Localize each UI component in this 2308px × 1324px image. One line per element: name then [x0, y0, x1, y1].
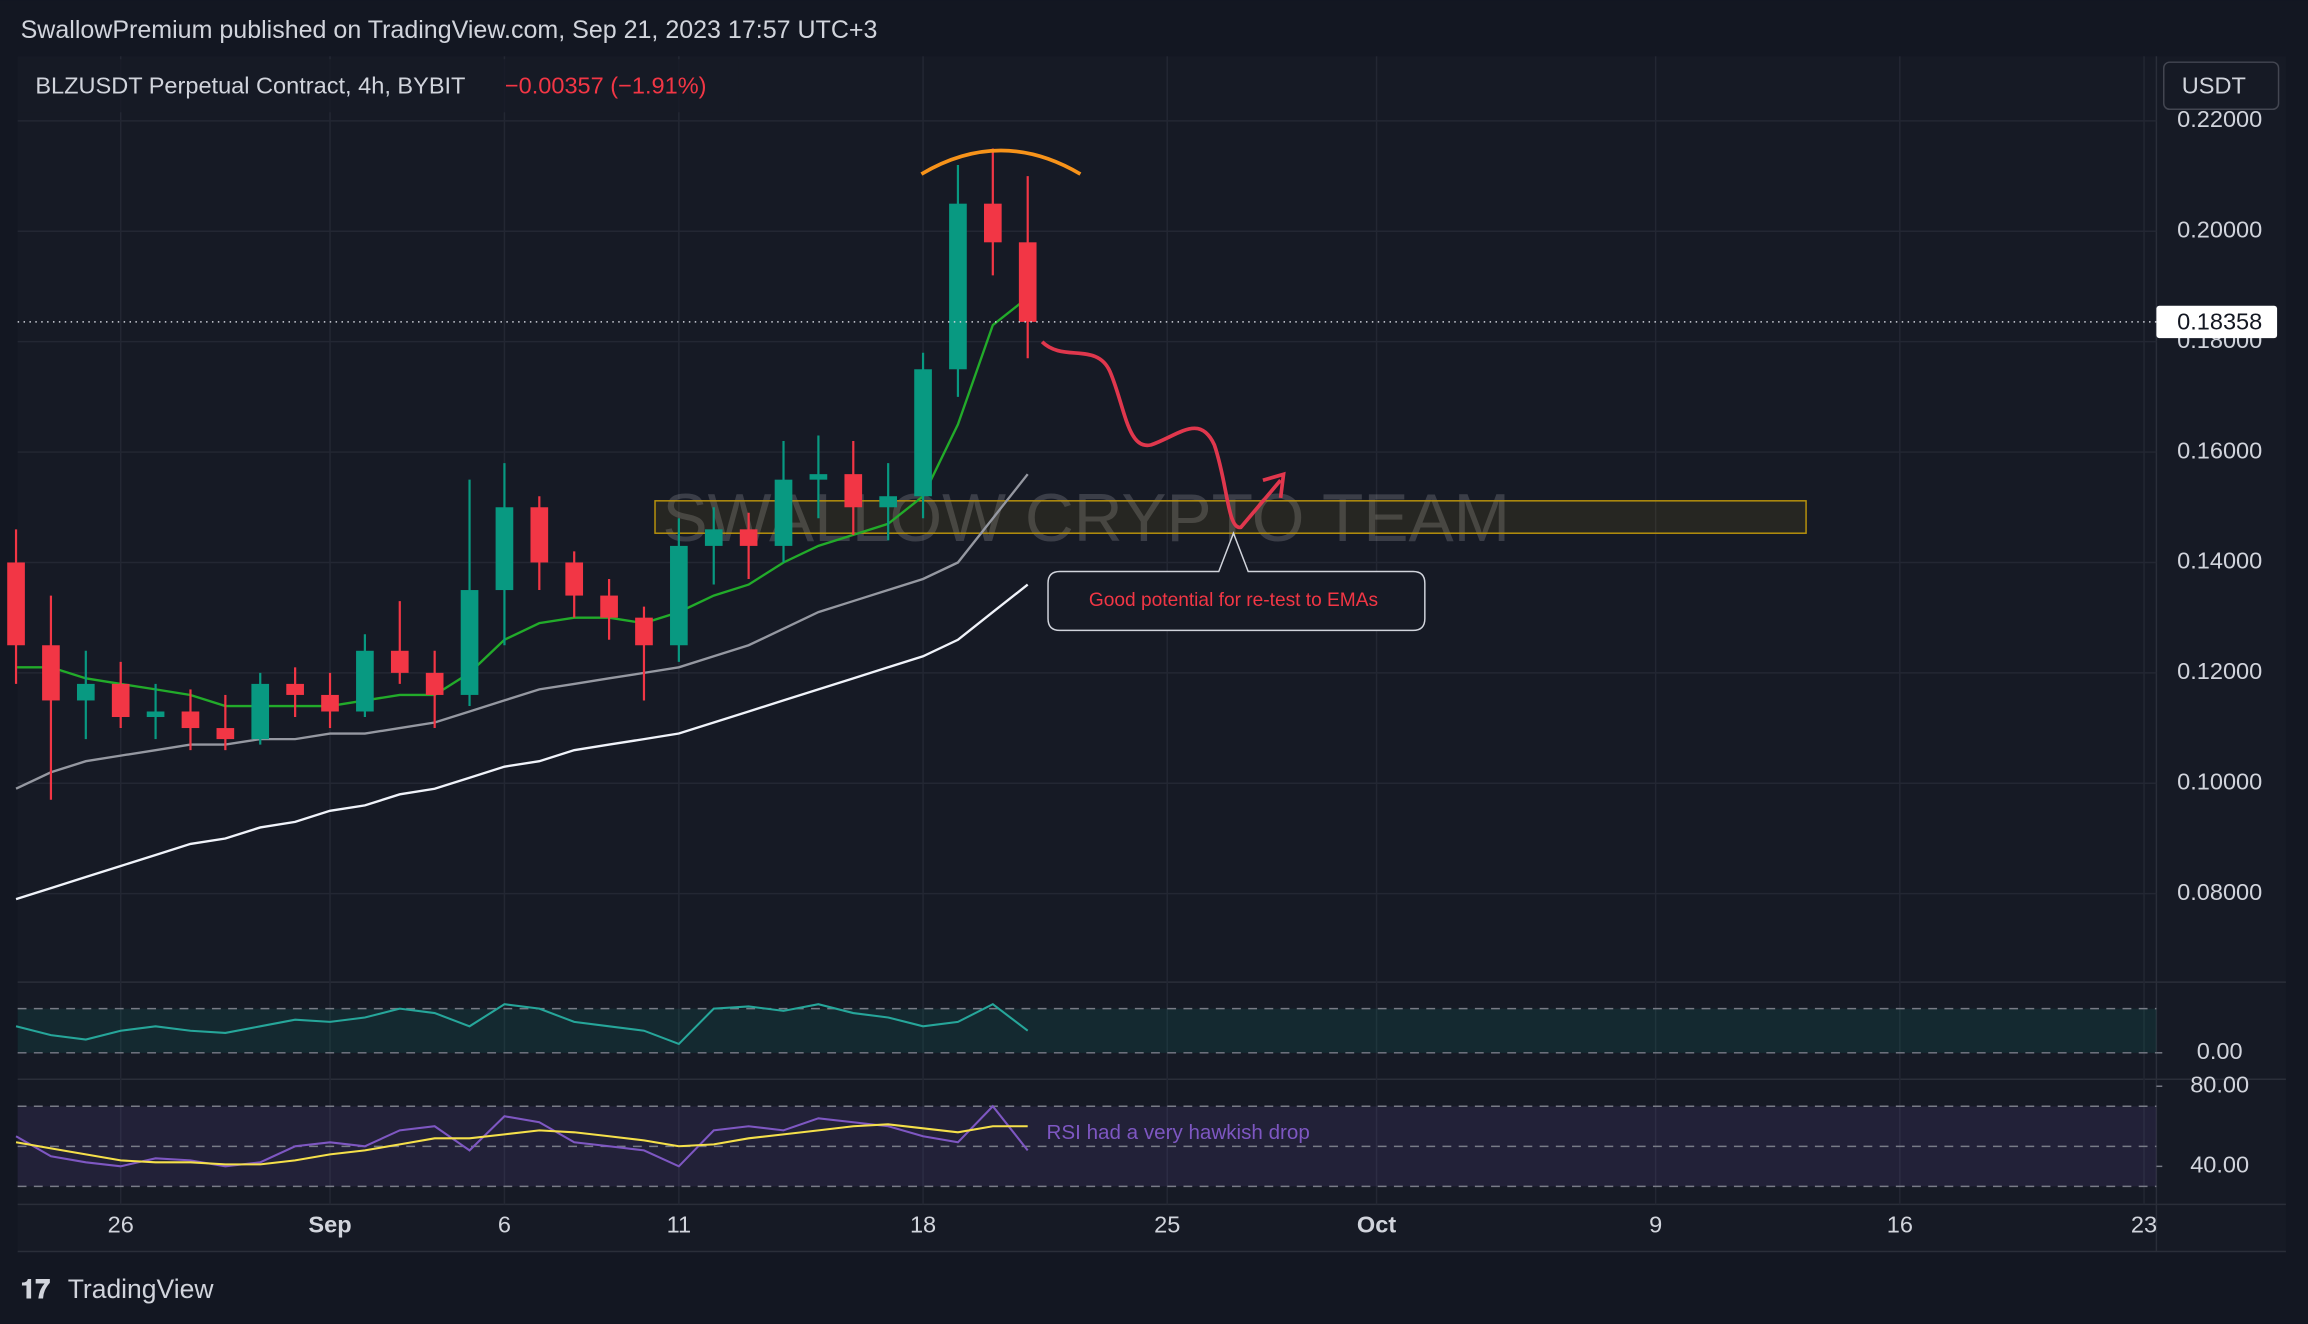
arrow-head — [1262, 471, 1286, 499]
candle-body — [565, 562, 584, 596]
legend-bg — [17, 59, 739, 113]
y-tick-label: 0.08000 — [2177, 879, 2262, 905]
y-tick-label: 0.16000 — [2177, 437, 2262, 463]
x-tick-label: Sep — [308, 1212, 351, 1238]
candle-body — [670, 545, 688, 646]
candle-body — [879, 496, 897, 508]
top-arc — [920, 148, 1082, 176]
y-tick-label: 0.00 — [2197, 1038, 2243, 1064]
x-tick-label: 18 — [910, 1212, 936, 1238]
y-tick-label: 0.20000 — [2177, 216, 2262, 242]
last-price-tag — [2156, 305, 2278, 339]
candle-body — [251, 683, 270, 740]
indicator-line — [15, 1123, 1028, 1166]
y-tick-label: 0.14000 — [2177, 548, 2262, 574]
ema-line — [16, 296, 1029, 708]
candle-body — [286, 683, 304, 695]
candle-body — [146, 711, 165, 718]
candle-body — [425, 672, 444, 695]
candle-body — [1018, 242, 1037, 322]
candle-body — [460, 590, 479, 695]
y-tick-label: 40.00 — [2190, 1152, 2249, 1178]
candle-body — [7, 562, 25, 646]
candle-body — [949, 203, 967, 370]
indicator-line — [15, 1104, 1029, 1168]
level-band — [17, 1008, 2157, 1053]
y-tick-label: 80.00 — [2190, 1071, 2249, 1097]
candle-body — [600, 595, 618, 618]
candle-body — [739, 529, 758, 546]
x-tick-label: 6 — [498, 1212, 511, 1238]
candle-body — [390, 650, 409, 673]
y-tick-label: 0.10000 — [2177, 768, 2262, 794]
x-tick-label: 23 — [2131, 1212, 2157, 1238]
x-tick-label: 26 — [108, 1212, 134, 1238]
candle-body — [356, 650, 374, 712]
x-tick-label: 9 — [1649, 1212, 1662, 1238]
candle-body — [809, 474, 828, 480]
x-tick-label: 25 — [1154, 1212, 1180, 1238]
y-tick-label: 0.12000 — [2177, 658, 2262, 684]
candle-body — [76, 683, 95, 701]
candle-body — [216, 728, 235, 740]
callout-text: Good potential for re-test to EMAs — [1089, 590, 1378, 611]
brand: TradingView — [68, 1274, 215, 1304]
candle-body — [181, 711, 200, 729]
ema-line — [15, 473, 1029, 790]
candle-body — [42, 645, 60, 701]
candle-body — [704, 529, 723, 546]
candle-body — [635, 617, 653, 646]
watermark: SWALLOW CRYPTO TEAM — [663, 481, 1511, 556]
candle-body — [530, 507, 549, 563]
plot — [7, 148, 2157, 1168]
candle-body — [111, 683, 130, 718]
candle-body — [983, 203, 1002, 243]
candle-body — [774, 479, 793, 546]
publisher: SwallowPremium published on TradingView.… — [21, 16, 878, 44]
indicator-line — [15, 1003, 1029, 1046]
currency-button[interactable] — [2163, 61, 2280, 111]
last-price-label: 0.18358 — [2177, 309, 2262, 335]
candle-body — [844, 474, 863, 508]
x-tick-label: 16 — [1887, 1212, 1913, 1238]
candle-body — [321, 694, 339, 712]
candle-body — [914, 369, 932, 497]
x-tick-label: 11 — [667, 1212, 691, 1238]
projection — [1040, 340, 1282, 530]
logo-mark: 𝟏𝟕 — [21, 1274, 51, 1304]
currency[interactable]: USDT — [2182, 72, 2246, 98]
y-tick-label: 0.22000 — [2177, 106, 2262, 132]
symbol: BLZUSDT Perpetual Contract, 4h, BYBIT — [35, 72, 465, 98]
x-tick-label: Oct — [1357, 1212, 1396, 1238]
callout — [1047, 531, 1426, 632]
ema-line — [15, 583, 1029, 901]
change: −0.00357 (−1.91%) — [505, 72, 707, 98]
candle-body — [495, 507, 514, 591]
rsi-note: RSI had a very hawkish drop — [1047, 1121, 1310, 1144]
